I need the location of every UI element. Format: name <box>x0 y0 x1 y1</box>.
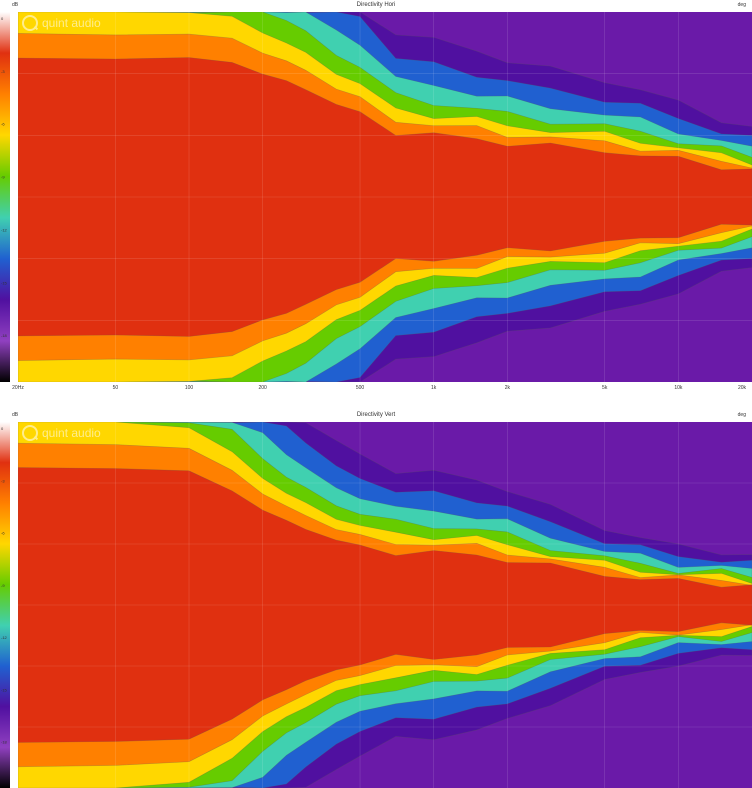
x-tick-label: 500 <box>356 385 365 391</box>
logo-text: quint audio <box>42 426 101 440</box>
logo-text: quint audio <box>42 16 101 30</box>
color-scale-gradient <box>0 422 10 788</box>
x-tick-label: 1k <box>431 385 437 391</box>
color-scale-label: -18 <box>1 333 8 338</box>
chart-title: Directivity Hori <box>356 2 396 8</box>
heatmap-plot <box>18 12 752 382</box>
color-scale-label: -6 <box>1 122 5 127</box>
x-tick-label: 50 <box>113 385 119 391</box>
x-tick-label: 20k <box>738 385 747 391</box>
x-tick-label: 100 <box>185 385 194 391</box>
logo-q-icon <box>22 15 38 31</box>
x-tick-label: 2k <box>505 385 511 391</box>
unit-left-label: dB <box>12 412 19 418</box>
unit-right-label: deg <box>737 412 746 418</box>
directivity-hori-panel: Directivity Hori dB deg 0 -3 -6 -9 -12 -15 -18… <box>0 0 752 392</box>
color-scale-label: -9 <box>1 583 5 588</box>
x-tick-label: 5k <box>602 385 608 391</box>
color-scale-label: -9 <box>1 175 5 180</box>
directivity-vert-panel: Directivity Vert dB deg 0 -3 -6 -9 -12 -15 -18… <box>0 410 752 788</box>
logo: quint audio <box>22 12 101 34</box>
color-scale-label: -15 <box>1 280 8 285</box>
x-axis: 20Hz 50 100 200 500 1k 2k 5k 10k 20k <box>12 385 747 391</box>
contour-band <box>18 57 752 337</box>
color-scale-label: -18 <box>1 740 8 745</box>
logo: quint audio <box>22 422 101 444</box>
x-tick-label: 20Hz <box>12 385 24 391</box>
color-scale-label: 0 <box>1 16 4 21</box>
contour-band <box>18 467 752 743</box>
color-scale-label: -12 <box>1 227 8 232</box>
color-scale-label: -6 <box>1 531 5 536</box>
color-scale-label: -12 <box>1 635 8 640</box>
logo-q-icon <box>22 425 38 441</box>
chart-title: Directivity Vert <box>356 412 396 418</box>
color-scale-bar: 0 -3 -6 -9 -12 -15 -18 <box>0 422 10 788</box>
x-tick-label: 10k <box>674 385 683 391</box>
color-scale-label: 0 <box>1 426 4 431</box>
color-scale-label: -3 <box>1 69 5 74</box>
heatmap-plot <box>18 422 752 788</box>
unit-left-label: dB <box>12 2 19 8</box>
color-scale-label: -3 <box>1 478 5 483</box>
unit-right-label: deg <box>737 2 746 8</box>
color-scale-bar: 0 -3 -6 -9 -12 -15 -18 <box>0 12 10 382</box>
color-scale-gradient <box>0 12 10 382</box>
color-scale-label: -15 <box>1 687 8 692</box>
x-tick-label: 200 <box>258 385 267 391</box>
